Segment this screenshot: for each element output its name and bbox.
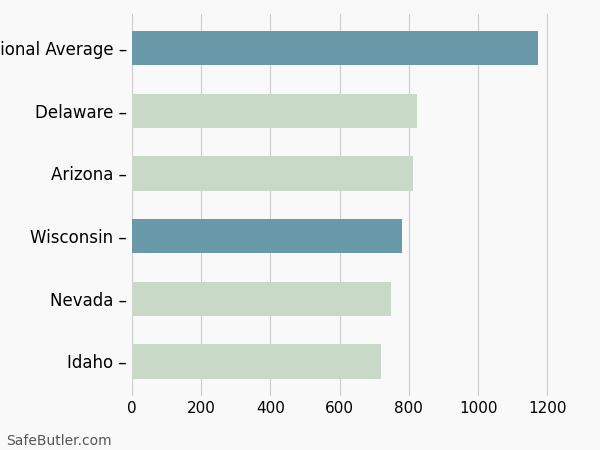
Bar [132, 344, 381, 378]
Bar [132, 156, 413, 191]
Bar [132, 94, 416, 128]
Bar [132, 31, 538, 65]
Bar [132, 282, 391, 316]
Bar [132, 219, 403, 253]
Text: SafeButler.com: SafeButler.com [6, 434, 112, 448]
